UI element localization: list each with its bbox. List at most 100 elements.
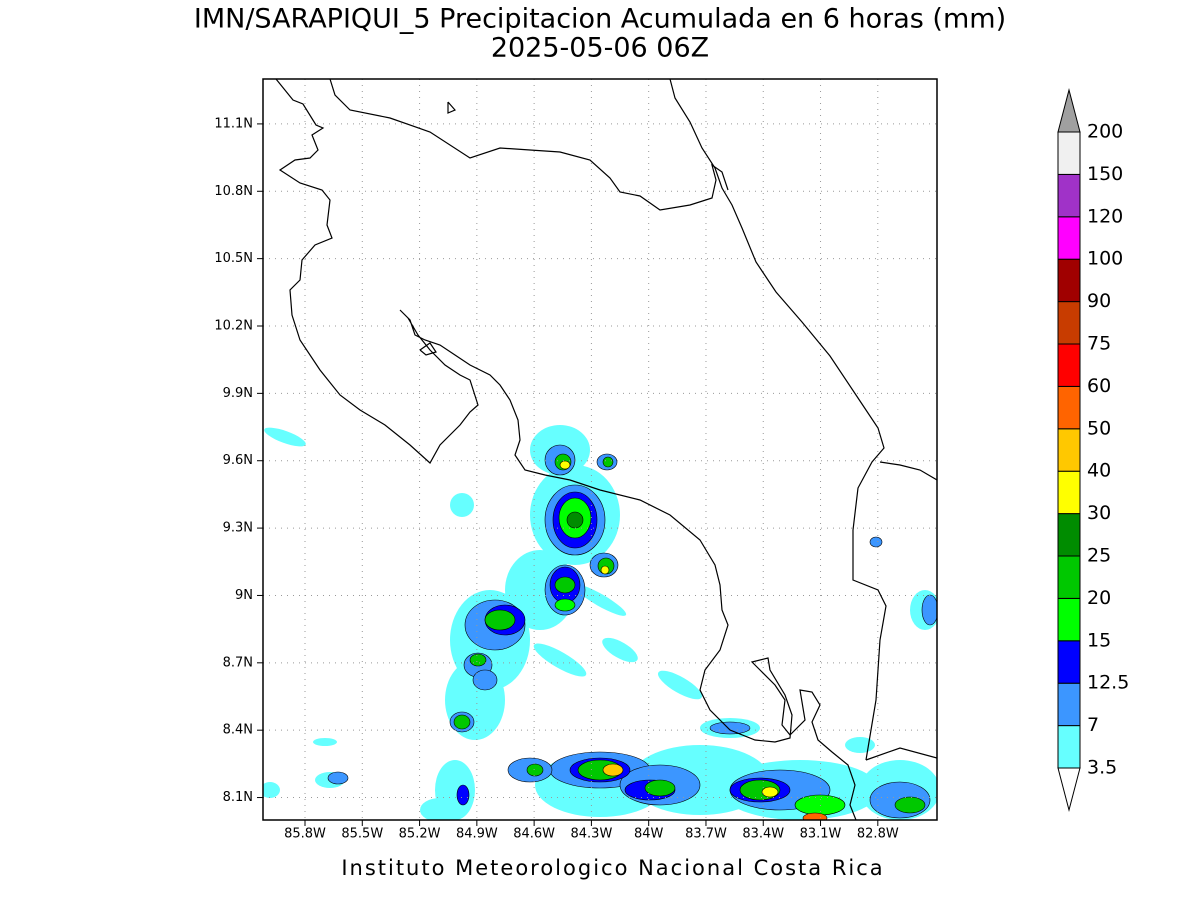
coastline [329, 79, 729, 211]
precip-area [573, 584, 627, 616]
colorbar-label: 120 [1087, 205, 1123, 227]
colorbar-box [1057, 301, 1081, 345]
colorbar-label: 200 [1087, 121, 1123, 143]
x-tick-label: 83.4W [742, 827, 784, 842]
precip-area [894, 796, 926, 814]
colorbar-box [1057, 682, 1081, 727]
precip-area [761, 786, 779, 798]
colorbar-label: 15 [1087, 629, 1111, 651]
x-tick-label: 85.2W [399, 827, 441, 842]
colorbar-label: 12.5 [1087, 672, 1129, 694]
precip-area [554, 576, 576, 594]
precip-area [472, 669, 498, 691]
precip-area [484, 609, 516, 631]
colorbar-label: 75 [1087, 333, 1111, 355]
precip-area [420, 798, 460, 820]
x-tick-label: 84.9W [456, 827, 498, 842]
colorbar-label: 20 [1087, 587, 1111, 609]
precip-area [845, 737, 875, 753]
precip-area [709, 721, 751, 735]
precip-area [327, 771, 349, 785]
x-tick-label: 83.1W [800, 827, 842, 842]
precip-area [600, 565, 610, 575]
colorbar-label: 150 [1087, 163, 1123, 185]
colorbar-box [1057, 131, 1081, 175]
coastlines [275, 79, 937, 820]
title: IMN/SARAPIQUI_5 Precipitacion Acumulada … [194, 4, 1006, 35]
precip-area [921, 594, 937, 626]
colorbar: 3.5 7 12.5 15 20 25 30 40 50 60 75 90 100 120 150 200 [1057, 88, 1129, 812]
precip-area [602, 637, 638, 663]
y-tick-label: 9.6N [223, 453, 253, 468]
coastline [275, 79, 857, 820]
precip-area [533, 643, 587, 677]
colorbar-box [1057, 725, 1081, 769]
colorbar-box [1057, 428, 1081, 472]
precip-area [453, 714, 471, 730]
y-tick-label: 9.9N [223, 386, 253, 401]
colorbar-label: 60 [1087, 375, 1111, 397]
precip-area [456, 784, 470, 806]
precip-area [602, 456, 614, 468]
colorbar-box [1057, 597, 1081, 642]
colorbar-box [1057, 258, 1081, 303]
precip-area [554, 598, 576, 612]
coastline [669, 79, 887, 761]
colorbar-label: 30 [1087, 502, 1111, 524]
map-frame [262, 78, 938, 821]
grid: 85.8W 85.5W 85.2W 84.9W 84.6W 84.3W 84W 83.7W 83… [214, 79, 937, 842]
colorbar-label: 7 [1087, 714, 1099, 736]
precip-area [602, 763, 624, 777]
y-tick-label: 9.3N [223, 521, 253, 536]
y-tick-label: 8.1N [223, 790, 253, 805]
x-tick-label: 85.8W [284, 827, 326, 842]
x-tick-label: 84.6W [513, 827, 555, 842]
colorbar-box [1057, 470, 1081, 515]
coastline [865, 747, 937, 761]
colorbar-box [1057, 513, 1081, 557]
colorbar-label: 90 [1087, 290, 1111, 312]
precip-field [263, 425, 937, 820]
y-tick-label: 8.7N [223, 655, 253, 670]
x-tick-label: 83.7W [685, 827, 727, 842]
colorbar-box [1057, 640, 1081, 684]
x-tick-label: 84.3W [571, 827, 613, 842]
precip-area [450, 493, 474, 517]
precip-area [802, 812, 828, 820]
precip-area [263, 782, 280, 798]
precip-area [657, 670, 703, 700]
colorbar-box [1057, 343, 1081, 387]
colorbar-over [1057, 88, 1081, 133]
x-tick-label: 84W [634, 827, 664, 842]
colorbar-box [1057, 173, 1081, 218]
footer: Instituto Meteorologico Nacional Costa R… [341, 856, 884, 880]
precip-area [559, 460, 571, 470]
colorbar-label: 25 [1087, 545, 1111, 567]
coastline [447, 101, 456, 114]
y-tick-label: 10.8N [214, 184, 253, 199]
precip-area [566, 511, 584, 529]
y-tick-label: 8.4N [223, 723, 253, 738]
precip-area [869, 536, 883, 548]
precip-area [794, 794, 846, 816]
precip-area [469, 653, 487, 667]
precip-area [526, 763, 544, 777]
x-tick-label: 85.5W [341, 827, 383, 842]
coastline [879, 461, 937, 481]
colorbar-box [1057, 216, 1081, 260]
y-tick-label: 10.5N [214, 251, 253, 266]
y-tick-label: 10.2N [214, 319, 253, 334]
precip-area [264, 427, 306, 447]
y-tick-label: 11.1N [214, 116, 253, 131]
precip-area [313, 738, 337, 746]
subtitle: 2025-05-06 06Z [491, 33, 709, 64]
colorbar-label: 100 [1087, 248, 1123, 270]
colorbar-label: 3.5 [1087, 757, 1117, 779]
precip-area [644, 779, 676, 797]
x-tick-label: 82.8W [857, 827, 899, 842]
colorbar-box [1057, 555, 1081, 599]
colorbar-label: 50 [1087, 417, 1111, 439]
coastline [419, 342, 437, 356]
colorbar-label: 40 [1087, 460, 1111, 482]
